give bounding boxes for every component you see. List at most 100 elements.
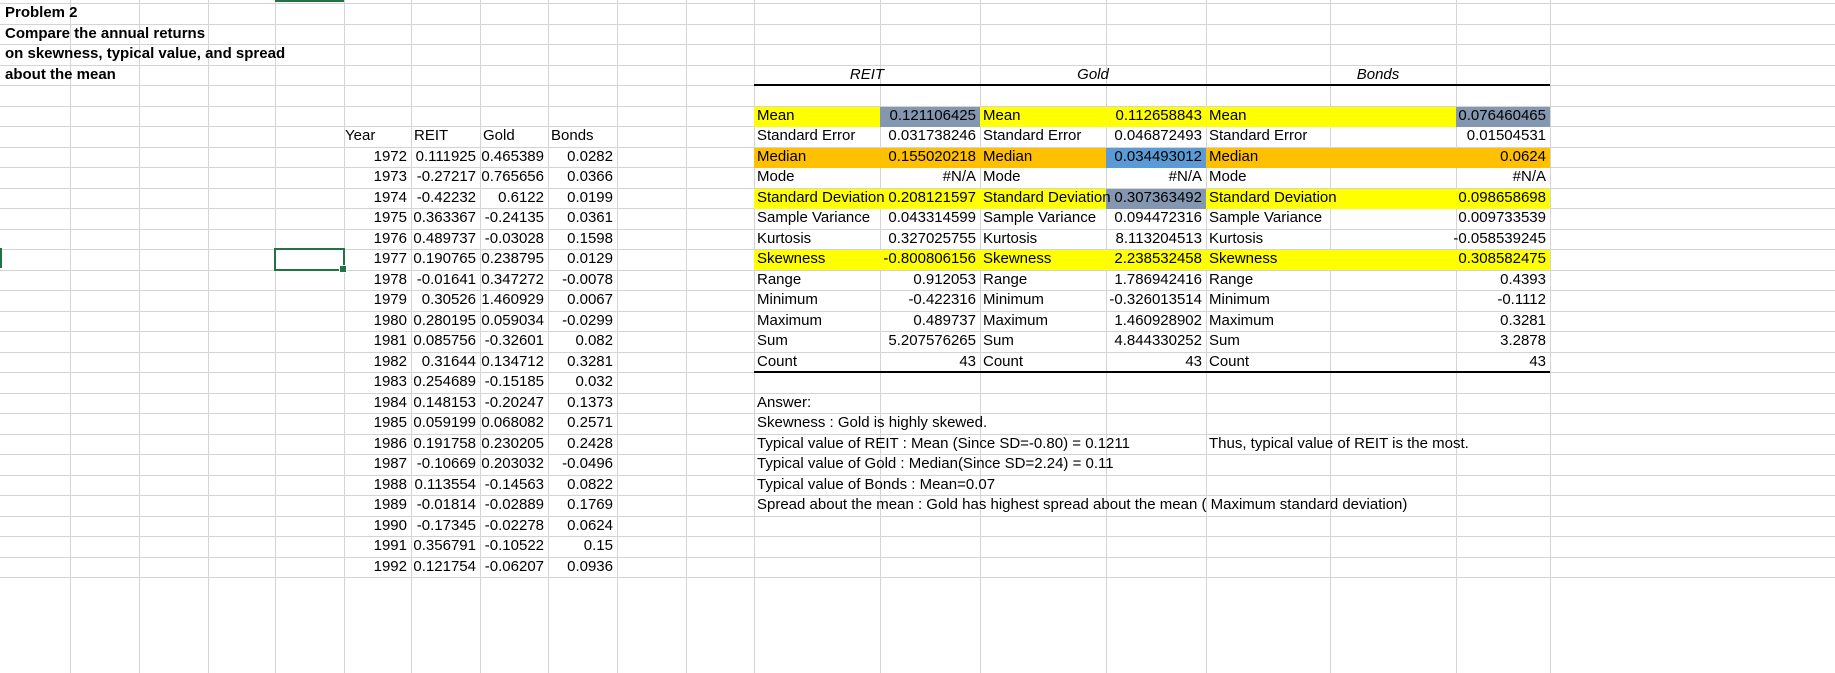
stat-label: Mean (1209, 106, 1247, 124)
stat-gold-value: #N/A (1168, 168, 1202, 185)
stat-gold-value: 4.844330252 (1114, 332, 1202, 349)
stat-gold-value: 0.046872493 (1114, 127, 1202, 144)
table-cell: -0.01641 (416, 270, 476, 288)
table-cell: 0.31644 (421, 352, 476, 370)
grid-row-line (0, 557, 1835, 558)
grid-column-line (548, 0, 549, 673)
stat-label: Kurtosis (757, 229, 812, 247)
grid-column-line (754, 0, 755, 673)
stat-gold-value: -0.326013514 (1109, 291, 1202, 308)
stat-label: Standard Error (757, 127, 856, 144)
table-cell: 0.111925 (415, 147, 476, 165)
table-cell: 0.6122 (498, 188, 544, 206)
table-cell: -0.14563 (484, 475, 544, 493)
grid-row-line (0, 3, 1835, 4)
table-cell: -0.0496 (562, 455, 613, 472)
stat-gold-value: 2.238532458 (1114, 250, 1202, 267)
highlight-fill (980, 106, 1106, 127)
highlight-fill (1456, 106, 1550, 127)
table-cell: 1981 (373, 332, 407, 349)
table-cell: -0.01814 (416, 496, 476, 513)
table-header-bonds: Bonds (551, 127, 594, 144)
table-cell: 0.230205 (481, 434, 544, 452)
grid-row-line (0, 270, 1835, 271)
grid-column-line (1456, 0, 1457, 673)
table-cell: 0.3281 (567, 352, 613, 370)
stat-reit-value: 5.207576265 (888, 332, 976, 349)
grid-column-line (617, 0, 618, 673)
table-cell: -0.0299 (562, 311, 613, 329)
selected-cell[interactable] (274, 248, 347, 273)
stat-label: Skewness (1209, 250, 1278, 267)
table-cell: 0.203032 (481, 455, 544, 472)
grid-column-line (686, 0, 687, 673)
grid-row-line (0, 24, 1835, 25)
stat-label: Sample Variance (757, 209, 871, 226)
stat-label: Range (1209, 270, 1254, 288)
problem-line-2: on skewness, typical value, and spread (5, 45, 286, 62)
table-cell: 1984 (373, 393, 407, 411)
answer-line-4: Typical value of Bonds : Mean=0.07 (757, 475, 996, 493)
stat-label: Range (983, 270, 1028, 288)
table-cell: 1972 (373, 147, 407, 165)
stat-label: Maximum (1209, 311, 1275, 329)
table-cell: 0.0282 (567, 147, 613, 165)
stat-reit-value: 0.327025755 (888, 229, 976, 247)
stat-bonds-value: 0.308582475 (1458, 250, 1546, 267)
stat-gold-value: 43 (1185, 352, 1202, 370)
table-cell: 1991 (373, 537, 407, 554)
table-cell: -0.20247 (484, 393, 544, 411)
grid-column-line (275, 0, 276, 673)
grid-column-line (139, 0, 140, 673)
table-cell: -0.03028 (484, 229, 544, 247)
stat-label: Count (757, 352, 798, 370)
stat-bonds-value: -0.1112 (1497, 291, 1546, 308)
table-cell: -0.17345 (416, 516, 476, 534)
stat-label: Sample Variance (983, 209, 1097, 226)
table-cell: 0.113554 (414, 475, 476, 493)
grid-row-line (0, 208, 1835, 209)
grid-column-line (344, 0, 345, 673)
grid-row-line (0, 167, 1835, 168)
table-header-year: Year (345, 127, 376, 144)
stat-reit-value: 0.208121597 (888, 188, 976, 206)
stat-label: Count (983, 352, 1024, 370)
table-cell: 0.0822 (567, 475, 613, 493)
stat-label: Mode (1209, 168, 1247, 185)
stat-bonds-value: 0.3281 (1500, 311, 1546, 329)
table-cell: 0.085756 (413, 332, 476, 349)
table-cell: -0.0078 (562, 270, 613, 288)
highlight-fill (1206, 250, 1550, 270)
stat-bonds-value: 0.076460465 (1458, 106, 1546, 124)
stats-group-header-gold: Gold (1077, 65, 1109, 83)
stat-label: Maximum (983, 311, 1049, 329)
stat-label: Skewness (757, 250, 826, 267)
table-cell: 0.254689 (413, 373, 476, 390)
stat-bonds-value: 43 (1529, 352, 1546, 370)
table-header-reit: REIT (414, 127, 449, 144)
stat-reit-value: 0.489737 (913, 311, 976, 329)
table-cell: 1989 (373, 496, 407, 513)
grid-row-line (0, 65, 1835, 66)
grid-column-line (1106, 0, 1107, 673)
fill-handle[interactable] (339, 265, 347, 273)
stat-gold-value: 0.034493012 (1114, 147, 1202, 165)
highlight-fill (754, 147, 880, 168)
grid-row-line (0, 475, 1835, 476)
highlight-fill (1106, 188, 1206, 209)
stat-reit-value: 0.121106425 (889, 106, 976, 124)
stat-label: Minimum (983, 291, 1044, 308)
table-cell: 0.0366 (567, 168, 613, 185)
stat-gold-value: 1.786942416 (1114, 270, 1202, 288)
grid-column-line (208, 0, 209, 673)
table-cell: -0.42232 (416, 188, 476, 206)
table-cell: 0.0129 (567, 250, 613, 267)
table-cell: -0.10522 (484, 537, 544, 554)
grid-column-line (980, 0, 981, 673)
table-cell: -0.15185 (484, 373, 544, 390)
table-cell: 1992 (373, 557, 407, 575)
table-cell: 1985 (373, 414, 407, 431)
grid-column-line (880, 0, 881, 673)
stat-label: Minimum (757, 291, 818, 308)
stat-bonds-value: 3.2878 (1500, 332, 1546, 349)
